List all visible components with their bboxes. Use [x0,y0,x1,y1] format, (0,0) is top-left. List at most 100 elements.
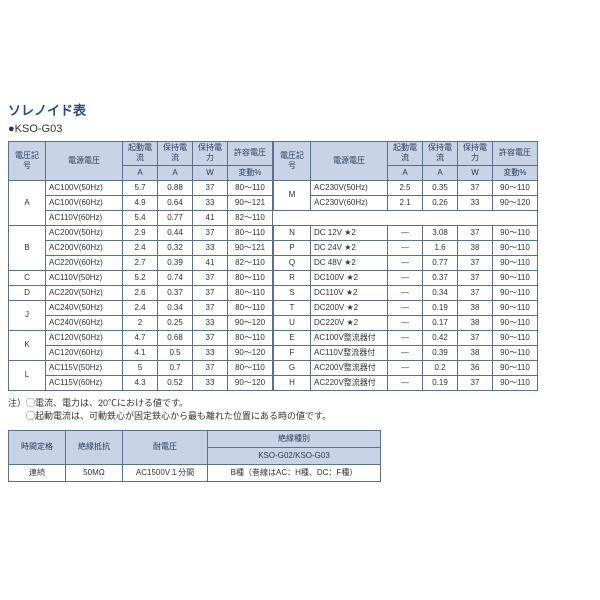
th-hold-w: 保持電力 [193,142,228,166]
cell-hold-i: 0.44 [158,225,193,240]
cell-tol: 90～120 [228,375,273,390]
cell-code: N [274,225,311,240]
cell-hold-w: 37 [193,300,228,315]
cell-hold-i: 0.25 [158,315,193,330]
cell-start-i: — [388,225,423,240]
cell-volt: AC100V(50Hz) [46,180,123,195]
cell-start-i: — [388,285,423,300]
cell-hold-w: 33 [193,345,228,360]
cell-tol: 90～110 [493,315,538,330]
cell-volt: AC200V(60Hz) [46,240,123,255]
cell-hold-w: 37 [458,180,493,195]
cell-hold-w: 38 [458,240,493,255]
cell-start-i: 2.4 [123,300,158,315]
cell-hold-w: 37 [458,225,493,240]
cell-volt: AC120V(60Hz) [46,345,123,360]
cell-start-i: 4.7 [123,330,158,345]
solenoid-table-left: 電圧記号電源電圧起動電流保持電流保持電力許容電圧AAW変動%AAC100V(50… [8,141,273,391]
cell-hold-i: 0.35 [423,180,458,195]
cell-volt: DC220V ★2 [311,315,388,330]
cell-tol: 80～110 [228,300,273,315]
subtitle: ●KSO-G03 [8,123,592,135]
th-hold-i: 保持電流 [158,142,193,166]
th-unit-a2: A [158,165,193,180]
cell-volt: DC 24V ★2 [311,240,388,255]
cell-volt: AC100V整流器付 [311,330,388,345]
cell-code: E [274,330,311,345]
cell-tol: 90～121 [228,240,273,255]
cell-tol: 80～110 [228,285,273,300]
cell-hold-w: 37 [193,285,228,300]
small-r1: 連続 [9,464,66,481]
cell-code: C [9,270,46,285]
cell-hold-w: 33 [193,375,228,390]
cell-start-i: 2.9 [123,225,158,240]
cell-hold-i: 0.37 [158,285,193,300]
cell-hold-w: 37 [458,285,493,300]
th-tol: 許容電圧 [493,142,538,166]
cell-hold-i: 0.2 [423,360,458,375]
cell-start-i: 5.4 [123,210,158,225]
cell-start-i: 2 [123,315,158,330]
cell-volt: AC240V(50Hz) [46,300,123,315]
cell-volt: DC110V ★2 [311,285,388,300]
small-h4: 絶縁種別 [208,430,381,447]
cell-volt: AC230V(50Hz) [311,180,388,195]
title: ソレノイド表 [8,100,592,119]
cell-code: G [274,360,311,375]
small-h3: 耐電圧 [123,430,208,464]
cell-code: B [9,225,46,270]
cell-code: U [274,315,311,330]
cell-tol: 90～110 [493,285,538,300]
cell-volt: AC120V(50Hz) [46,330,123,345]
th-unit-pct: 変動% [493,165,538,180]
cell-tol: 90～110 [493,270,538,285]
cell-volt: AC110V(60Hz) [46,210,123,225]
th-volt: 電源電圧 [46,142,123,181]
cell-tol: 90～110 [493,240,538,255]
cell-hold-i: 0.7 [158,360,193,375]
insulation-table: 時間定格 絶縁抵抗 耐電圧 絶縁種別 KSO-G02/KSO-G03 連続 50… [8,430,381,482]
cell-hold-w: 37 [193,360,228,375]
cell-hold-i: 0.68 [158,330,193,345]
cell-tol: 80～110 [228,180,273,195]
cell-start-i: 2.1 [388,195,423,210]
cell-volt: AC115V(60Hz) [46,375,123,390]
cell-start-i: — [388,255,423,270]
cell-hold-w: 33 [193,195,228,210]
small-r3: AC1500V１分間 [123,464,208,481]
cell-hold-i: 0.39 [158,255,193,270]
cell-hold-i: 0.17 [423,315,458,330]
cell-code: S [274,285,311,300]
cell-tol: 82～110 [228,255,273,270]
th-unit-a1: A [388,165,423,180]
cell-hold-w: 33 [193,315,228,330]
cell-tol: 90～110 [493,300,538,315]
cell-volt: DC200V ★2 [311,300,388,315]
cell-code: L [9,360,46,390]
cell-start-i: 4.1 [123,345,158,360]
cell-code: M [274,180,311,210]
cell-hold-i: 0.64 [158,195,193,210]
cell-tol: 80～110 [228,330,273,345]
cell-hold-i: 0.39 [423,345,458,360]
th-unit-pct: 変動% [228,165,273,180]
cell-hold-w: 41 [193,255,228,270]
th-hold-w: 保持電力 [458,142,493,166]
cell-start-i: 5 [123,360,158,375]
cell-hold-w: 37 [193,225,228,240]
cell-start-i: 2.4 [123,240,158,255]
note-line-2: ◯起動電流は、可動鉄心が固定鉄心から最も離れた位置にある時の値です。 [8,410,592,424]
cell-code: A [9,180,46,225]
cell-hold-w: 37 [458,375,493,390]
small-h4b: KSO-G02/KSO-G03 [208,447,381,464]
cell-tol: 90～120 [228,315,273,330]
cell-hold-i: 0.19 [423,300,458,315]
cell-start-i: 4.9 [123,195,158,210]
cell-start-i: — [388,315,423,330]
cell-hold-i: 0.74 [158,270,193,285]
cell-hold-i: 0.88 [158,180,193,195]
cell-hold-w: 38 [458,300,493,315]
cell-hold-w: 33 [193,240,228,255]
th-volt: 電源電圧 [311,142,388,181]
